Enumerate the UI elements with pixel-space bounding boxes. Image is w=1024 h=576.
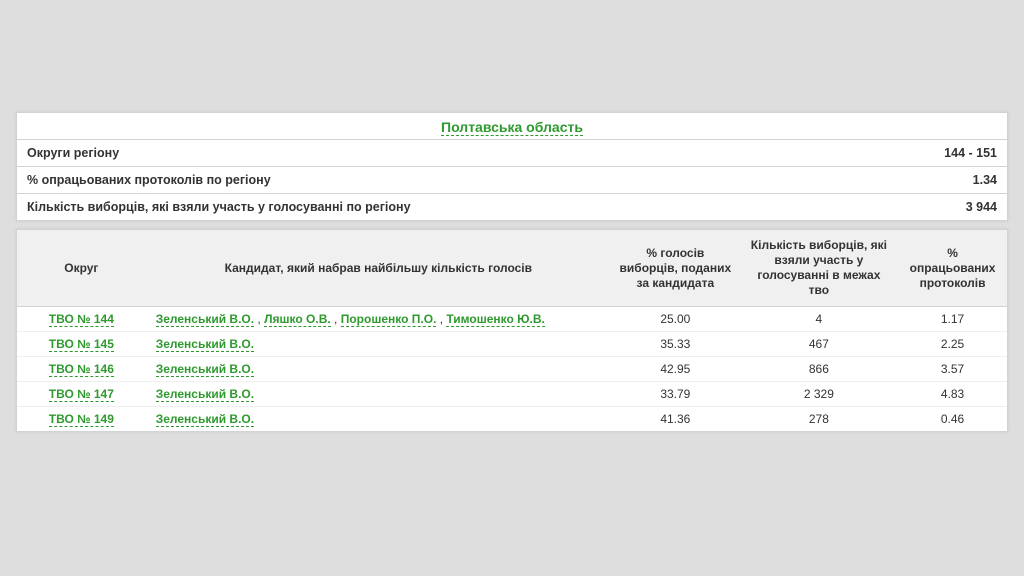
voters-cell: 866 xyxy=(740,357,898,382)
candidate-link[interactable]: Зеленський В.О. xyxy=(156,412,254,427)
candidate-link[interactable]: Зеленський В.О. xyxy=(156,362,254,377)
okrug-cell: ТВО № 144 xyxy=(17,307,146,332)
pct-processed-cell: 1.17 xyxy=(898,307,1007,332)
voters-cell: 467 xyxy=(740,332,898,357)
col-pct-processed: % опрацьованих протоколів xyxy=(898,230,1007,307)
candidate-link[interactable]: Зеленський В.О. xyxy=(156,387,254,402)
table-row: ТВО № 145 Зеленський В.О. 35.334672.25 xyxy=(17,332,1007,357)
table-row: ТВО № 147 Зеленський В.О. 33.792 3294.83 xyxy=(17,382,1007,407)
voters-cell: 4 xyxy=(740,307,898,332)
table-row: ТВО № 146 Зеленський В.О. 42.958663.57 xyxy=(17,357,1007,382)
okrug-cell: ТВО № 149 xyxy=(17,407,146,432)
summary-row-okrugy: Округи регіону 144 - 151 xyxy=(17,140,1007,167)
okrug-cell: ТВО № 146 xyxy=(17,357,146,382)
pct-votes-cell: 33.79 xyxy=(611,382,740,407)
separator: , xyxy=(436,312,446,326)
okrug-cell: ТВО № 145 xyxy=(17,332,146,357)
candidate-cell: Зеленський В.О. xyxy=(146,357,611,382)
candidate-cell: Зеленський В.О. xyxy=(146,332,611,357)
pct-processed-cell: 3.57 xyxy=(898,357,1007,382)
candidate-link[interactable]: Порошенко П.О. xyxy=(341,312,437,327)
pct-votes-cell: 42.95 xyxy=(611,357,740,382)
col-candidate: Кандидат, який набрав найбільшу кількіст… xyxy=(146,230,611,307)
summary-label: % опрацьованих протоколів по регіону xyxy=(27,173,271,187)
okrug-cell: ТВО № 147 xyxy=(17,382,146,407)
pct-votes-cell: 25.00 xyxy=(611,307,740,332)
summary-label: Округи регіону xyxy=(27,146,119,160)
candidate-link[interactable]: Ляшко О.В. xyxy=(264,312,331,327)
region-title-link[interactable]: Полтавська область xyxy=(441,119,583,136)
summary-row-voters: Кількість виборців, які взяли участь у г… xyxy=(17,194,1007,220)
col-okrug: Округ xyxy=(17,230,146,307)
summary-value: 1.34 xyxy=(973,173,997,187)
results-table: Округ Кандидат, який набрав найбільшу кі… xyxy=(17,230,1007,431)
candidate-link[interactable]: Тимошенко Ю.В. xyxy=(446,312,544,327)
table-row: ТВО № 144 Зеленський В.О. , Ляшко О.В. , … xyxy=(17,307,1007,332)
candidate-link[interactable]: Зеленський В.О. xyxy=(156,312,254,327)
voters-cell: 2 329 xyxy=(740,382,898,407)
okrug-link[interactable]: ТВО № 145 xyxy=(49,337,114,352)
table-row: ТВО № 149 Зеленський В.О. 41.362780.46 xyxy=(17,407,1007,432)
summary-value: 3 944 xyxy=(966,200,997,214)
voters-cell: 278 xyxy=(740,407,898,432)
candidate-cell: Зеленський В.О. , Ляшко О.В. , Порошенко… xyxy=(146,307,611,332)
data-card: Округ Кандидат, який набрав найбільшу кі… xyxy=(16,229,1008,432)
pct-votes-cell: 41.36 xyxy=(611,407,740,432)
candidate-cell: Зеленський В.О. xyxy=(146,407,611,432)
pct-processed-cell: 0.46 xyxy=(898,407,1007,432)
col-pct-votes: % голосів виборців, поданих за кандидата xyxy=(611,230,740,307)
page-container: Полтавська область Округи регіону 144 - … xyxy=(0,0,1024,432)
pct-processed-cell: 4.83 xyxy=(898,382,1007,407)
table-header-row: Округ Кандидат, який набрав найбільшу кі… xyxy=(17,230,1007,307)
candidate-cell: Зеленський В.О. xyxy=(146,382,611,407)
summary-label: Кількість виборців, які взяли участь у г… xyxy=(27,200,411,214)
summary-value: 144 - 151 xyxy=(944,146,997,160)
separator: , xyxy=(254,312,264,326)
candidate-link[interactable]: Зеленський В.О. xyxy=(156,337,254,352)
okrug-link[interactable]: ТВО № 149 xyxy=(49,412,114,427)
summary-card: Полтавська область Округи регіону 144 - … xyxy=(16,112,1008,221)
okrug-link[interactable]: ТВО № 144 xyxy=(49,312,114,327)
okrug-link[interactable]: ТВО № 146 xyxy=(49,362,114,377)
pct-processed-cell: 2.25 xyxy=(898,332,1007,357)
col-voters: Кількість виборців, які взяли участь у г… xyxy=(740,230,898,307)
okrug-link[interactable]: ТВО № 147 xyxy=(49,387,114,402)
separator: , xyxy=(331,312,341,326)
table-body: ТВО № 144 Зеленський В.О. , Ляшко О.В. , … xyxy=(17,307,1007,432)
pct-votes-cell: 35.33 xyxy=(611,332,740,357)
summary-row-pct-processed: % опрацьованих протоколів по регіону 1.3… xyxy=(17,167,1007,194)
title-row: Полтавська область xyxy=(17,113,1007,140)
